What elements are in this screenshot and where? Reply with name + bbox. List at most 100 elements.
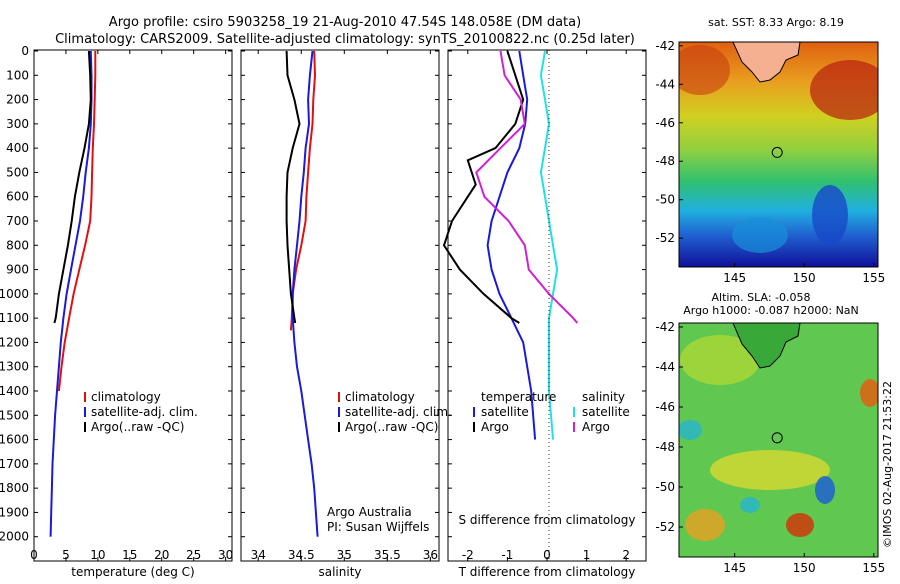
x-tick-label: 15 [122,548,137,562]
lat-tick-label: -48 [655,440,675,454]
sla-high-patch [710,450,830,490]
x-tick-label: 0 [543,548,551,562]
lon-tick-label: 155 [862,561,885,575]
figure-title-line-1: Argo profile: csiro 5903258_19 21-Aug-20… [109,15,581,30]
x-axis-label: temperature (deg C) [71,565,194,579]
x-tick-label: 36 [423,548,438,562]
x-tick-label: -1 [501,548,513,562]
x-tick-label: -2 [462,548,474,562]
sla-low-patch [740,497,760,513]
legend-label-climatology: climatology [91,390,161,404]
sla-map-title-2: Argo h1000: -0.087 h2000: NaN [683,304,859,317]
lat-tick-label: -50 [655,480,675,494]
sst-cold-patch [732,217,788,253]
legend-label-argo: Argo(..raw -QC) [91,420,184,434]
sla-low-patch [815,476,835,504]
legend-label-t-satellite: satellite [481,405,529,419]
legend-label-argo: Argo(..raw -QC) [345,420,438,434]
x-tick-label: 35 [337,548,352,562]
sst-map-title: sat. SST: 8.33 Argo: 8.19 [708,16,844,29]
lon-tick-label: 145 [723,561,746,575]
lat-tick-label: -50 [655,193,675,207]
lon-tick-label: 150 [793,561,816,575]
y-tick-label: 1100 [0,311,29,325]
legend-label-climatology: climatology [345,390,415,404]
y-tick-label: 300 [6,117,29,131]
legend-label-satellite: satellite-adj. clim. [91,405,198,419]
lat-tick-label: -46 [655,400,675,414]
sst-map [679,42,878,267]
sla-map-title-1: Altim. SLA: -0.058 [711,291,810,304]
series-line-salinity-satellite [539,50,559,440]
y-tick-label: 900 [6,263,29,277]
sst-profile-marker [771,146,783,158]
lat-tick-label: -44 [655,360,675,374]
x-tick-label: 10 [90,548,105,562]
y-tick-label: 100 [6,68,29,82]
y-tick-label: 400 [6,141,29,155]
legend-label-t-argo: Argo [481,420,509,434]
legend-title-temperature: temperature [481,390,556,404]
y-tick-label: 0 [21,44,29,58]
sst-map-ticks: 145 150 155 -42 -44 -46 -48 -50 -52 [655,39,885,285]
salinity-panel-frame [240,49,440,562]
lon-tick-label: 150 [793,271,816,285]
x-tick-label: 35.5 [374,548,401,562]
series-line-climatology [289,50,317,331]
lon-tick-label: 155 [862,271,885,285]
sst-map-frame [678,41,879,268]
x-tick-label: 34.5 [288,548,315,562]
lat-tick-label: -42 [655,39,675,53]
sla-map-frame [678,322,879,558]
sst-warm-patch [810,60,878,120]
y-tick-label: 700 [6,214,29,228]
x-tick-label: 1 [583,548,591,562]
temperature-legend: climatology satellite-adj. clim. Argo(..… [84,390,198,434]
x2-axis-label: S difference from climatology [459,513,636,527]
y-tick-label: 1900 [0,505,29,519]
tasmania-land [732,323,801,369]
x-tick-label: 0 [30,548,38,562]
series-line-climatology [57,51,97,392]
sla-low-patch [679,420,702,440]
legend-label-s-satellite: satellite [582,405,630,419]
legend-label-satellite: satellite-adj. clim. [345,405,452,419]
x-tick-label: 5 [62,548,70,562]
lat-tick-label: -44 [655,77,675,91]
tasmania-land [732,42,801,83]
sla-map-ticks: 145 150 155 -42 -44 -46 -48 -50 -52 [655,320,885,575]
y-tick-label: 800 [6,238,29,252]
y-tick-label: 1800 [0,481,29,495]
series-line-argo-raw-qc- [53,50,92,324]
figure-title-line-2: Climatology: CARS2009. Satellite-adjuste… [55,32,635,47]
lat-tick-label: -46 [655,116,675,130]
series-line-salinity-argo [475,50,579,324]
x-tick-label: 30 [218,548,233,562]
lon-tick-label: 145 [723,271,746,285]
difference-legend: temperature salinity satellite Argo sate… [473,390,630,434]
y-tick-label: 1200 [0,335,29,349]
sst-cold-patch [812,185,848,245]
series-line-argo-raw-qc- [285,50,301,324]
lat-tick-label: -52 [655,520,675,534]
axes-layer: 0 100 2 0 0 300 400 500 600 700 800 900 1000 1100 1200… [0,44,646,579]
x-tick-label: 34 [251,548,266,562]
credit-line-2: PI: Susan Wijffels [327,520,429,534]
y-tick-label: 1300 [0,360,29,374]
x-tick-label: 25 [186,548,201,562]
sla-high-patch [685,509,725,541]
legend-title-salinity: salinity [582,390,625,404]
credit-line-1: Argo Australia [327,505,412,519]
y-tick-label: 500 [6,165,29,179]
series-layer [49,50,579,537]
lat-tick-label: -42 [655,320,675,334]
legend-label-s-argo: Argo [582,420,610,434]
x-tick-label: 2 [622,548,630,562]
sst-warm-patch [679,45,730,95]
y-tick-label: 1700 [0,457,29,471]
series-line-satellite-adj-clim- [49,50,93,537]
difference-panel-frame [447,49,647,562]
y-tick-label: 600 [6,190,29,204]
y-tick-label: 1000 [0,287,29,301]
